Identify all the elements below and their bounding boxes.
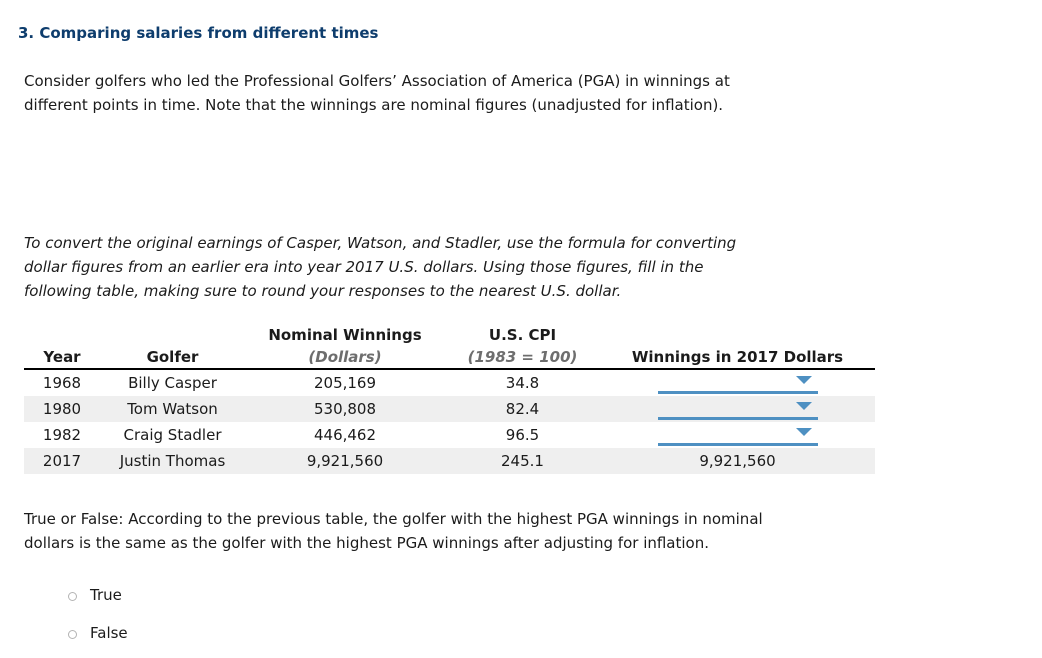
radio-option-false[interactable]: False	[68, 623, 128, 643]
radio-option-true[interactable]: True	[68, 585, 128, 605]
winnings-2017-dropdown[interactable]	[657, 425, 818, 446]
instructions-line: dollar figures from an earlier era into …	[24, 258, 704, 276]
year-cell: 2017	[42, 452, 82, 470]
header-winnings-2017: Winnings in 2017 Dollars	[631, 348, 844, 366]
chevron-down-icon	[795, 428, 812, 436]
nominal-cell: 446,462	[313, 426, 377, 444]
winnings-2017-cell	[600, 372, 875, 394]
golfer-cell: Billy Casper	[128, 374, 217, 392]
golfer-cell: Justin Thomas	[119, 452, 226, 470]
winnings-2017-cell	[600, 398, 875, 420]
table-row: 1968 Billy Casper 205,169 34.8	[24, 370, 875, 396]
radio-label: False	[90, 624, 128, 642]
cpi-cell: 96.5	[505, 426, 540, 444]
question-title: 3. Comparing salaries from different tim…	[18, 24, 379, 42]
header-nominal-winnings: Nominal Winnings (Dollars)	[268, 326, 422, 366]
question-line: dollars is the same as the golfer with t…	[24, 534, 710, 552]
true-false-question: True or False: According to the previous…	[24, 507, 763, 555]
instructions-paragraph: To convert the original earnings of Casp…	[24, 231, 736, 303]
chevron-down-icon	[795, 402, 812, 410]
radio-label: True	[90, 586, 122, 604]
table-row: 1982 Craig Stadler 446,462 96.5	[24, 422, 875, 448]
header-year: Year	[43, 348, 81, 366]
instructions-line: To convert the original earnings of Casp…	[24, 234, 737, 252]
cpi-cell: 82.4	[505, 400, 540, 418]
winnings-2017-dropdown[interactable]	[657, 399, 818, 420]
nominal-cell: 530,808	[313, 400, 377, 418]
cpi-cell: 245.1	[501, 452, 544, 470]
header-golfer: Golfer	[146, 348, 199, 366]
true-false-options: True False	[68, 585, 128, 658]
intro-line: Consider golfers who led the Professiona…	[24, 72, 730, 90]
chevron-down-icon	[795, 376, 812, 384]
question-line: True or False: According to the previous…	[24, 510, 763, 528]
nominal-cell: 205,169	[313, 374, 377, 392]
winnings-2017-cell	[600, 424, 875, 446]
instructions-line: following table, making sure to round yo…	[24, 282, 622, 300]
intro-line: different points in time. Note that the …	[24, 96, 724, 114]
header-us-cpi: U.S. CPI (1983 = 100)	[467, 326, 578, 366]
year-cell: 1980	[42, 400, 82, 418]
cpi-cell: 34.8	[505, 374, 540, 392]
year-cell: 1982	[42, 426, 82, 444]
year-cell: 1968	[42, 374, 82, 392]
table-row: 1980 Tom Watson 530,808 82.4	[24, 396, 875, 422]
winnings-2017-value: 9,921,560	[699, 452, 776, 470]
table-header-row: Year Golfer Nominal Winnings (Dollars) U…	[24, 322, 875, 370]
winnings-2017-dropdown[interactable]	[657, 373, 818, 394]
radio-button-icon[interactable]	[68, 592, 77, 601]
radio-button-icon[interactable]	[68, 630, 77, 639]
winnings-table: Year Golfer Nominal Winnings (Dollars) U…	[24, 322, 875, 474]
golfer-cell: Tom Watson	[127, 400, 218, 418]
golfer-cell: Craig Stadler	[123, 426, 222, 444]
nominal-cell: 9,921,560	[306, 452, 384, 470]
table-row: 2017 Justin Thomas 9,921,560 245.1 9,921…	[24, 448, 875, 474]
intro-paragraph: Consider golfers who led the Professiona…	[24, 69, 730, 117]
